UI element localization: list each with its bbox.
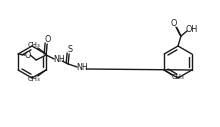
Text: S: S: [68, 45, 73, 54]
Text: CH₃: CH₃: [172, 74, 185, 80]
Text: NH: NH: [76, 64, 88, 73]
Text: O: O: [171, 20, 177, 28]
Text: CH₃: CH₃: [28, 76, 40, 82]
Text: O: O: [45, 36, 51, 44]
Text: O: O: [25, 51, 31, 60]
Text: CH₃: CH₃: [28, 42, 40, 48]
Text: OH: OH: [186, 26, 198, 35]
Text: NH: NH: [53, 55, 65, 65]
